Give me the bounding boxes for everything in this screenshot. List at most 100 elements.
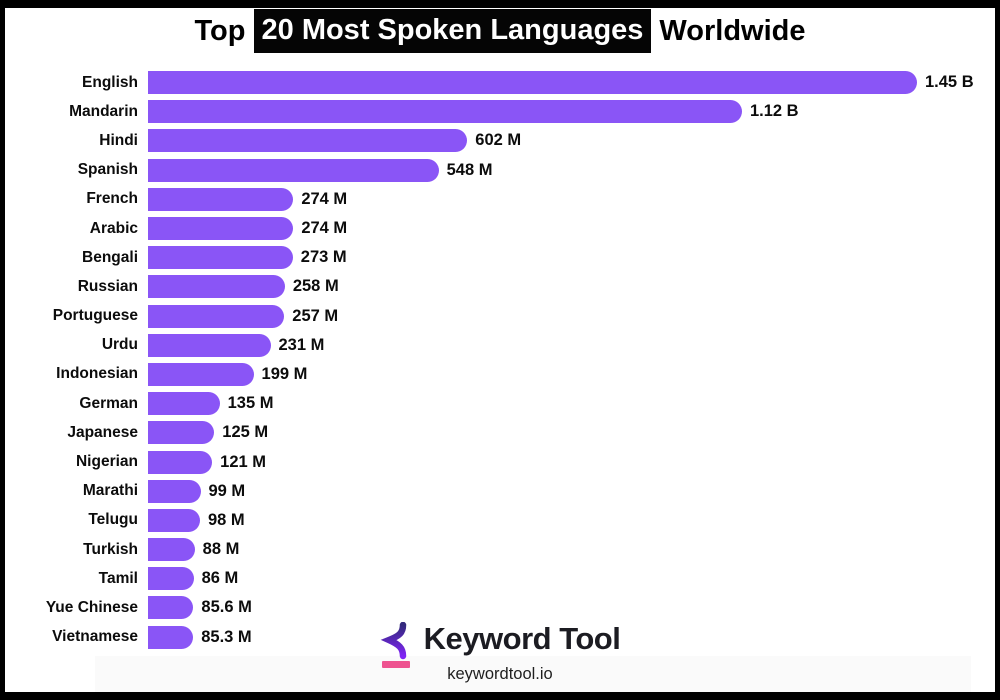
bar-row: Mandarin 1.12 B xyxy=(5,97,990,126)
bar-row: Bengali 273 M xyxy=(5,243,990,272)
bar xyxy=(148,625,194,649)
value-label: 1.12 B xyxy=(749,102,799,121)
category-label: Turkish xyxy=(83,540,138,558)
bar-track: 135 M xyxy=(148,392,274,416)
bar xyxy=(148,217,294,241)
keyword-tool-logo: Keyword Tool xyxy=(5,617,995,670)
bar xyxy=(148,304,285,328)
bar-track: 98 M xyxy=(148,508,245,532)
category-label: Marathi xyxy=(82,482,138,500)
value-label: 99 M xyxy=(208,481,246,500)
brand-name: Keyword Tool xyxy=(423,621,621,656)
bar xyxy=(148,275,285,299)
value-label: 121 M xyxy=(220,452,267,471)
category-label: Japanese xyxy=(67,423,138,441)
bar-track: 99 M xyxy=(148,479,246,503)
bar-row: Tamil 86 M xyxy=(5,564,990,593)
value-label: 98 M xyxy=(207,510,245,529)
value-label: 125 M xyxy=(222,423,269,442)
category-label: Telugu xyxy=(88,511,138,529)
category-label: Hindi xyxy=(99,131,138,149)
bar-track: 548 M xyxy=(148,158,493,182)
bar-track: 125 M xyxy=(148,421,269,445)
title-highlight: 20 Most Spoken Languages xyxy=(253,9,652,53)
keyword-tool-logo-icon xyxy=(380,622,410,668)
bar xyxy=(148,129,468,153)
category-label: Urdu xyxy=(101,336,138,354)
bar xyxy=(148,567,194,591)
chart-title: Top 20 Most Spoken Languages Worldwide xyxy=(5,9,995,53)
value-label: 85.6 M xyxy=(201,598,252,617)
category-label: French xyxy=(86,190,138,208)
bar xyxy=(148,421,215,445)
bar-row: Telugu 98 M xyxy=(5,506,990,535)
category-label: Indonesian xyxy=(56,365,138,383)
bar xyxy=(148,246,293,270)
value-label: 274 M xyxy=(301,219,348,238)
bar xyxy=(148,333,271,357)
value-label: 258 M xyxy=(292,277,339,296)
footer-strip xyxy=(95,656,971,692)
bar xyxy=(148,158,439,182)
bar-track: 274 M xyxy=(148,187,347,211)
bar-row: Vietnamese 85.3 M xyxy=(5,623,990,652)
bar xyxy=(148,187,294,211)
bar-track: 273 M xyxy=(148,246,347,270)
value-label: 88 M xyxy=(202,540,240,559)
bar-row: Arabic 274 M xyxy=(5,214,990,243)
title-prefix: Top xyxy=(194,14,246,47)
value-label: 85.3 M xyxy=(201,627,252,646)
value-label: 602 M xyxy=(475,131,522,150)
title-suffix: Worldwide xyxy=(659,14,806,47)
bar xyxy=(148,71,917,95)
bar-track: 88 M xyxy=(148,538,240,562)
bar xyxy=(148,450,213,474)
bar-row: Urdu 231 M xyxy=(5,331,990,360)
bar xyxy=(148,392,220,416)
bar-chart: English 1.45 B Mandarin 1.12 B Hindi 602 M Spa… xyxy=(5,68,990,652)
bar-row: German 135 M xyxy=(5,389,990,418)
category-label: Nigerian xyxy=(75,453,138,471)
category-label: Mandarin xyxy=(69,102,138,120)
value-label: 1.45 B xyxy=(925,73,974,92)
bar-row: Japanese 125 M xyxy=(5,418,990,447)
category-label: Tamil xyxy=(98,569,138,587)
bar-track: 257 M xyxy=(148,304,338,328)
bar-track: 85.6 M xyxy=(148,596,252,620)
bar-row: Yue Chinese 85.6 M xyxy=(5,593,990,622)
value-label: 231 M xyxy=(278,335,325,354)
value-label: 86 M xyxy=(201,569,239,588)
category-label: Bengali xyxy=(82,248,138,266)
bar-row: Nigerian 121 M xyxy=(5,447,990,476)
bar-row: French 274 M xyxy=(5,185,990,214)
bar-row: Portuguese 257 M xyxy=(5,302,990,331)
category-label: Yue Chinese xyxy=(45,598,138,616)
bar-track: 602 M xyxy=(148,129,522,153)
category-label: Russian xyxy=(77,277,138,295)
bar xyxy=(148,362,254,386)
bar-row: Hindi 602 M xyxy=(5,126,990,155)
value-label: 548 M xyxy=(446,160,493,179)
value-label: 199 M xyxy=(261,364,308,383)
bar xyxy=(148,100,742,124)
bar-row: Indonesian 199 M xyxy=(5,360,990,389)
bar-track: 85.3 M xyxy=(148,625,252,649)
bar-row: Marathi 99 M xyxy=(5,477,990,506)
bar-track: 1.12 B xyxy=(148,100,799,124)
bar xyxy=(148,596,194,620)
category-label: Arabic xyxy=(89,219,138,237)
bar xyxy=(148,508,200,532)
bar-track: 231 M xyxy=(148,333,325,357)
bar-row: English 1.45 B xyxy=(5,68,990,97)
category-label: Spanish xyxy=(77,161,138,179)
bar xyxy=(148,479,201,503)
bar-track: 121 M xyxy=(148,450,267,474)
bar-row: Russian 258 M xyxy=(5,272,990,301)
category-label: German xyxy=(79,394,138,412)
bar-row: Turkish 88 M xyxy=(5,535,990,564)
category-label: English xyxy=(82,73,138,91)
bar-track: 258 M xyxy=(148,275,339,299)
value-label: 135 M xyxy=(227,394,274,413)
bar-track: 1.45 B xyxy=(148,71,974,95)
